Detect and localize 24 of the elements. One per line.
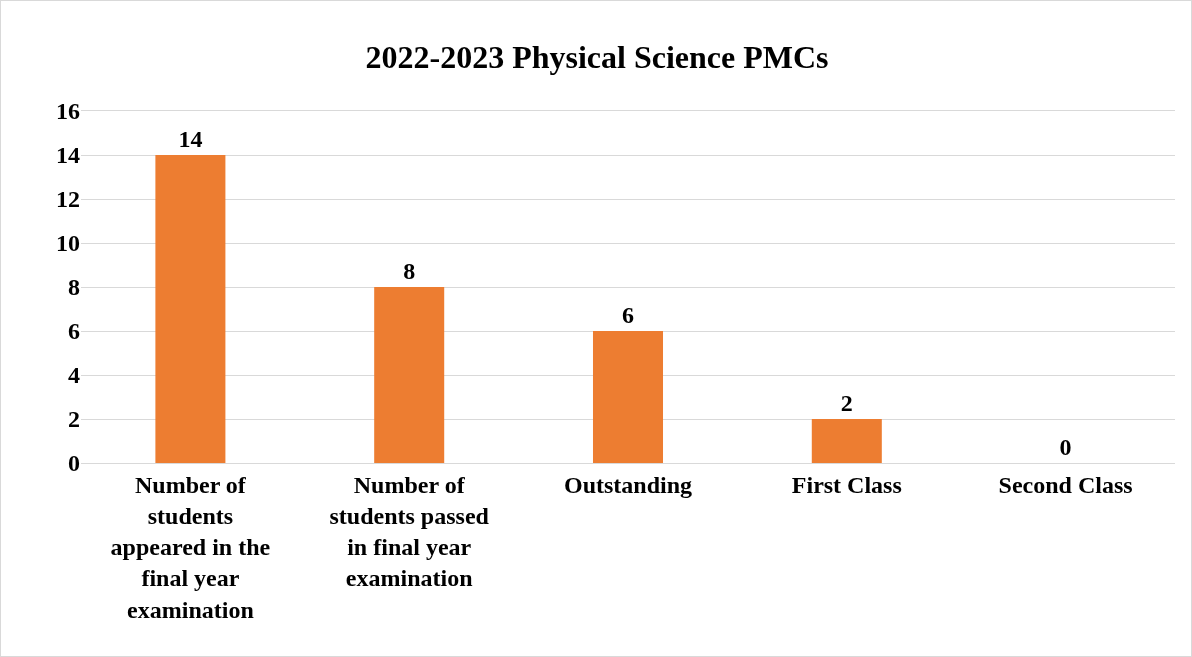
bar — [374, 287, 445, 463]
bar — [155, 155, 226, 463]
y-tick-label: 6 — [68, 318, 80, 345]
x-tick-label: Number of students passed in final year examination — [329, 471, 490, 592]
y-tick-label: 2 — [68, 406, 80, 433]
x-tick-label: Outstanding — [563, 471, 693, 498]
data-label: 8 — [403, 258, 416, 284]
x-tick-label: Number of students appeared in the final year examination — [110, 471, 271, 623]
chart-title: 2022-2023 Physical Science PMCs — [365, 39, 829, 76]
bar — [811, 419, 882, 463]
bar — [592, 331, 664, 463]
y-tick-label: 8 — [68, 274, 80, 301]
y-tick-label: 16 — [56, 98, 80, 125]
data-label: 2 — [840, 390, 853, 416]
data-label: 6 — [622, 302, 634, 328]
data-label: 14 — [178, 126, 203, 152]
x-tick-label: Second Class — [998, 471, 1133, 498]
y-tick-label: 0 — [68, 450, 80, 477]
y-tick-label: 12 — [56, 186, 80, 213]
x-tick-label: First Class — [791, 471, 902, 498]
y-tick-label: 14 — [56, 142, 80, 169]
y-tick-label: 10 — [56, 230, 80, 257]
data-label: 0 — [1059, 434, 1072, 460]
y-tick-label: 4 — [68, 362, 80, 389]
